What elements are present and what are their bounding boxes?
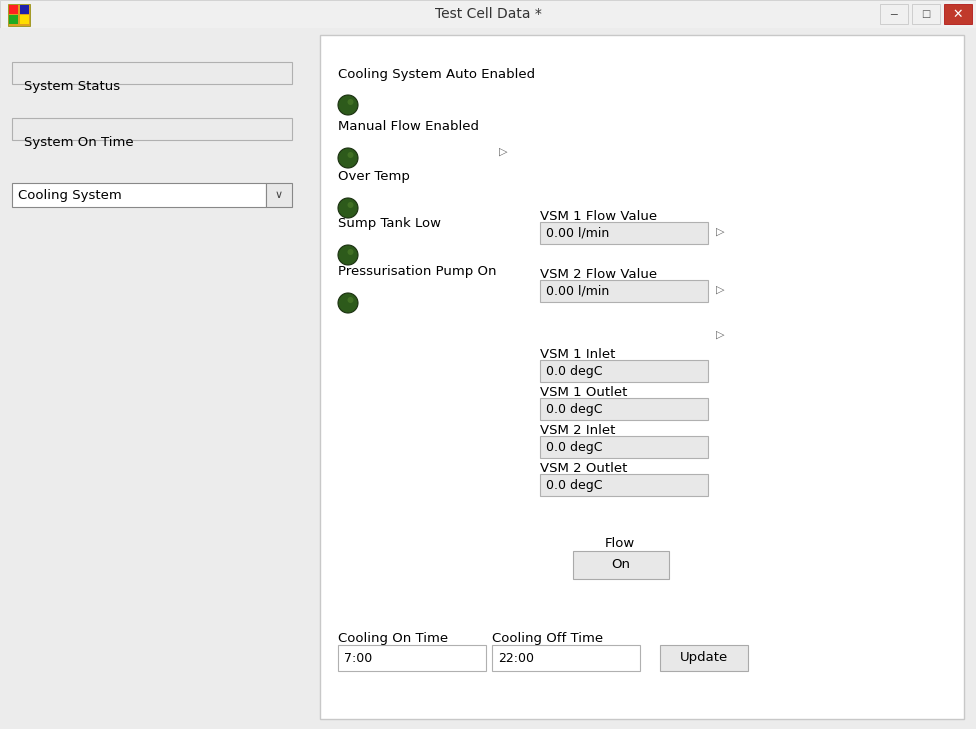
Text: VSM 1 Outlet: VSM 1 Outlet [540, 386, 628, 399]
Bar [0, 0, 976, 28]
Text: VSM 2 Inlet: VSM 2 Inlet [540, 424, 616, 437]
Text: ✕: ✕ [953, 7, 963, 20]
Text: 0.0 degC: 0.0 degC [546, 364, 602, 378]
Text: Sump Tank Low: Sump Tank Low [338, 217, 441, 230]
Circle shape [338, 95, 358, 115]
Text: 7:00: 7:00 [344, 652, 372, 665]
Text: ─: ─ [891, 9, 897, 19]
Text: Cooling Off Time: Cooling Off Time [492, 632, 603, 645]
Bar [8, 4, 30, 26]
Bar [266, 183, 292, 207]
Text: On: On [612, 558, 630, 572]
Bar [540, 222, 708, 244]
Text: 0.00 l/min: 0.00 l/min [546, 227, 609, 240]
Bar [20, 5, 29, 14]
Bar [338, 645, 486, 671]
Bar [540, 280, 708, 302]
Text: Pressurisation Pump On: Pressurisation Pump On [338, 265, 497, 278]
Text: 0.0 degC: 0.0 degC [546, 478, 602, 491]
Text: VSM 2 Flow Value: VSM 2 Flow Value [540, 268, 657, 281]
Bar [12, 62, 292, 84]
Circle shape [338, 293, 358, 313]
Text: ▷: ▷ [716, 285, 724, 295]
Text: Cooling System Auto Enabled: Cooling System Auto Enabled [338, 68, 535, 81]
Text: VSM 2 Outlet: VSM 2 Outlet [540, 462, 628, 475]
Bar [320, 35, 964, 719]
Bar [944, 4, 972, 24]
Bar [20, 15, 29, 24]
Circle shape [338, 245, 358, 265]
Text: Manual Flow Enabled: Manual Flow Enabled [338, 120, 479, 133]
Text: □: □ [921, 9, 931, 19]
Circle shape [347, 249, 353, 255]
Text: Flow: Flow [605, 537, 635, 550]
Bar [540, 436, 708, 458]
Text: VSM 1 Inlet: VSM 1 Inlet [540, 348, 616, 361]
Text: VSM 1 Flow Value: VSM 1 Flow Value [540, 210, 657, 223]
Bar [540, 398, 708, 420]
Bar [540, 360, 708, 382]
Circle shape [347, 202, 353, 208]
Bar [573, 551, 669, 579]
Circle shape [347, 99, 353, 105]
Text: Over Temp: Over Temp [338, 170, 410, 183]
Bar [9, 15, 18, 24]
Bar [12, 183, 266, 207]
Bar [12, 118, 292, 140]
Bar [880, 4, 908, 24]
Bar [492, 645, 640, 671]
Text: Cooling System: Cooling System [18, 189, 122, 201]
Text: System Status: System Status [24, 80, 120, 93]
Text: ▷: ▷ [499, 147, 508, 157]
Text: ∨: ∨ [275, 190, 283, 200]
Circle shape [338, 198, 358, 218]
Text: Update: Update [680, 652, 728, 665]
Text: 22:00: 22:00 [498, 652, 534, 665]
Circle shape [347, 152, 353, 158]
Text: ▷: ▷ [716, 227, 724, 237]
Circle shape [338, 148, 358, 168]
Bar [912, 4, 940, 24]
Text: ▷: ▷ [716, 330, 724, 340]
Circle shape [347, 297, 353, 303]
Text: System On Time: System On Time [24, 136, 134, 149]
Text: Test Cell Data *: Test Cell Data * [434, 7, 542, 21]
Text: 0.0 degC: 0.0 degC [546, 440, 602, 453]
Bar [540, 474, 708, 496]
Text: 0.0 degC: 0.0 degC [546, 402, 602, 416]
Bar [660, 645, 748, 671]
Text: 0.00 l/min: 0.00 l/min [546, 284, 609, 297]
Bar [9, 5, 18, 14]
Text: Cooling On Time: Cooling On Time [338, 632, 448, 645]
